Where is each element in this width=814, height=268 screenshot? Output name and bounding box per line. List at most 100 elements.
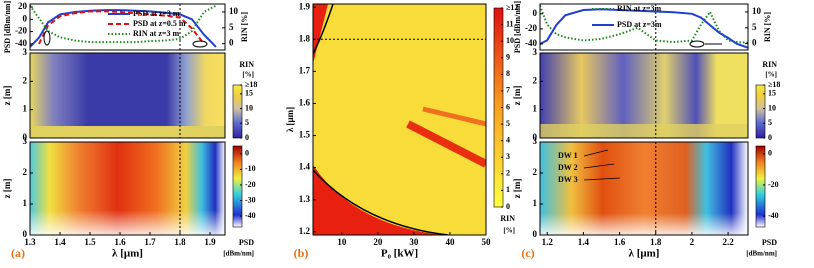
y-tick-label: 2 <box>23 167 28 177</box>
colorbar <box>232 84 243 139</box>
colorbar-tick-label: 0 <box>245 133 249 142</box>
colorbar-tick-label: -20 <box>245 180 256 189</box>
heatmap <box>30 53 225 138</box>
annotation-ellipse <box>43 30 51 46</box>
colorbar <box>755 145 766 228</box>
legend-label: PSD at z=0.5 m <box>133 19 186 28</box>
y-tick-label: 1.8 <box>299 33 311 43</box>
x-tick-label: 1.8 <box>174 237 186 247</box>
y-tick-label: 1.6 <box>299 98 311 108</box>
annotation-arrow <box>583 177 621 181</box>
y-tick-label: 3 <box>23 136 28 146</box>
colorbar-title: PSD <box>239 238 254 247</box>
heatmap <box>540 53 748 138</box>
heatmap-streak <box>406 120 486 168</box>
plot-area <box>30 53 225 138</box>
plot-area <box>30 4 217 50</box>
annotation: DW 1 <box>558 151 578 160</box>
curve <box>313 169 449 235</box>
y-tick-label: 0 <box>23 229 28 239</box>
colorbar-tick-label: -10 <box>245 164 256 173</box>
y-tick-label: 3 <box>533 136 538 146</box>
colorbar-tick-label: 5 <box>245 118 249 127</box>
annotation-arrow <box>583 149 609 157</box>
colorbar-title: RIN <box>500 214 515 223</box>
colorbar-tick-label: 0 <box>768 133 772 142</box>
colorbar-tick-label: 5 <box>506 119 510 128</box>
plot-frame <box>29 3 226 51</box>
y-tick-label: 2 <box>23 75 28 85</box>
heatmap-region <box>313 4 328 64</box>
colorbar-unit: [dBm/nm] <box>223 250 254 258</box>
series-line <box>30 4 217 44</box>
annotation-ellipse <box>689 40 705 48</box>
colorbar-tick-label: -20 <box>768 180 779 189</box>
y-tick-label: 0 <box>23 132 28 142</box>
colorbar-unit: [%] <box>765 71 777 79</box>
colorbar-unit: [%] <box>503 227 515 235</box>
colorbar-unit: [dBm/nm] <box>746 250 777 258</box>
curve <box>313 4 334 55</box>
legend-label: RIN at z=3m <box>617 4 661 13</box>
heatmap-streak <box>422 106 486 127</box>
heatmap-fade <box>30 210 225 235</box>
heatmap-band <box>540 124 748 138</box>
colorbar-tick-label: 3 <box>506 152 510 161</box>
x-axis-label: P₀ [kW] <box>381 248 418 260</box>
y-tick-label: 0 <box>533 8 538 18</box>
legend-label: RIN at z=3 m <box>133 29 179 38</box>
y-tick-label: -20 <box>15 26 27 36</box>
y-axis-label: z [m] <box>512 179 522 199</box>
x-tick-label: 40 <box>445 237 455 247</box>
y-tick-label: -20 <box>525 23 537 33</box>
annotation: DW 3 <box>558 175 578 184</box>
legend-label: PSD at z=3m <box>617 20 662 29</box>
series-line <box>38 10 205 45</box>
y-tick-label: -40 <box>15 38 27 48</box>
y-tick-label: 0 <box>23 13 28 23</box>
colorbar-tick-label: 7 <box>506 86 510 95</box>
y-tick-label: 0 <box>533 229 538 239</box>
series-line <box>540 8 748 49</box>
colorbar-tick-label: 10 <box>245 103 253 112</box>
colorbar-tick-label: 4 <box>506 135 510 144</box>
plot-area <box>540 4 748 50</box>
plot-frame <box>29 141 226 236</box>
colorbar-tick-label: 5 <box>768 118 772 127</box>
x-tick-label: 1.8 <box>650 237 662 247</box>
y-tick-label: 0 <box>533 132 538 142</box>
colorbar-tick-label: 8 <box>506 69 510 78</box>
y2-tick-label: 5 <box>752 22 757 32</box>
colorbar-tick-label: -40 <box>245 211 256 220</box>
colorbar-title: PSD <box>762 238 777 247</box>
x-tick-label: 1.4 <box>54 237 66 247</box>
y-tick-label: 1.4 <box>299 162 311 172</box>
heatmap-band <box>30 126 225 138</box>
plot-frame <box>29 52 226 139</box>
colorbar <box>232 145 243 228</box>
y-tick-label: 1 <box>23 104 28 114</box>
y-tick-label: 1 <box>533 198 538 208</box>
y2-axis-label: RIN [%] <box>240 12 249 42</box>
y-tick-label: -40 <box>525 38 537 48</box>
colorbar <box>755 84 766 139</box>
colorbar-tick-label: 15 <box>245 89 253 98</box>
panel-label: (a) <box>11 246 25 260</box>
x-tick-label: 50 <box>482 237 492 247</box>
colorbar-tick-label: 0 <box>245 149 249 158</box>
x-tick-label: 2.2 <box>722 237 734 247</box>
annotation-arrow <box>583 163 615 169</box>
plot-area <box>540 142 748 235</box>
x-axis-label: λ [μm] <box>112 248 143 260</box>
y-axis-label: PSD [dBm/nm] <box>3 1 12 54</box>
y2-tick-label: 10 <box>752 6 762 16</box>
colorbar-tick-label: 10 <box>768 103 776 112</box>
y-axis-label: z [m] <box>2 179 12 199</box>
legend-label: PSD at z=3 m <box>133 9 180 18</box>
colorbar-tick-label: 2 <box>506 169 510 178</box>
heatmap-region <box>313 165 443 235</box>
annotation-ellipse <box>192 40 208 48</box>
y-axis-label: PSD [dBm/nm] <box>513 1 522 54</box>
y-tick-label: 2 <box>533 75 538 85</box>
x-tick-label: 30 <box>409 237 419 247</box>
